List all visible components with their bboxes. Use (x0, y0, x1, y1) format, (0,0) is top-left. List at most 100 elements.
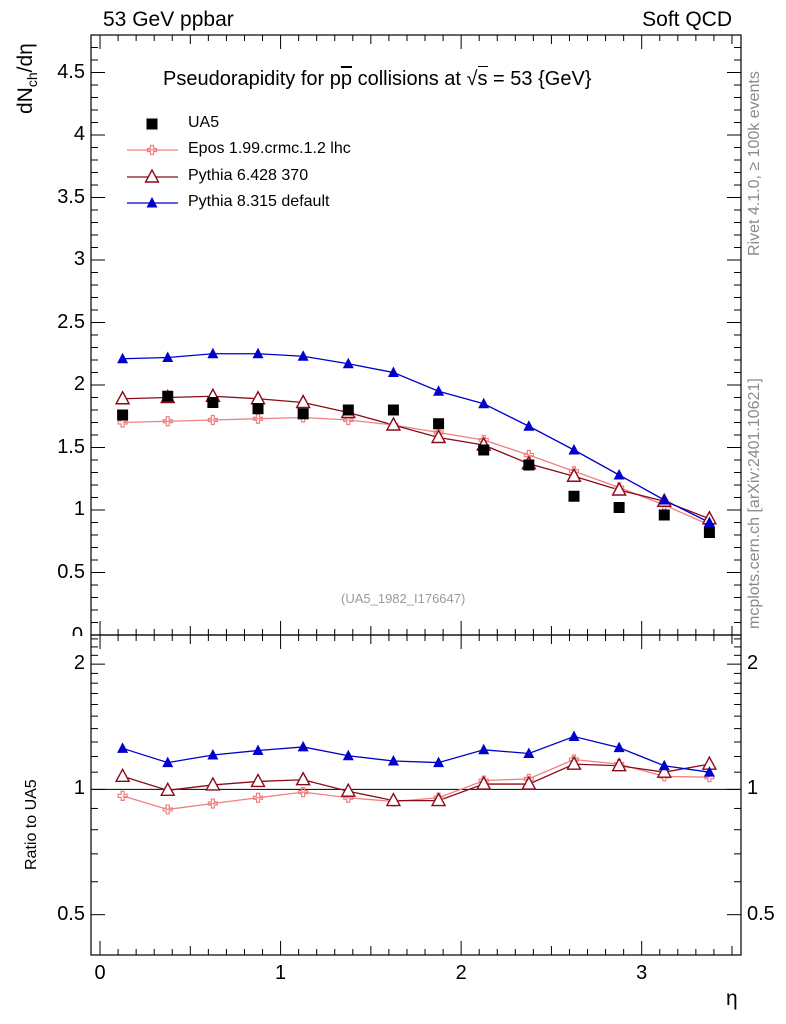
process-label: 53 GeV ppbar (103, 8, 234, 31)
category-label: Soft QCD (642, 8, 732, 31)
ratio-line-epos (122, 758, 710, 811)
point-p8 (568, 444, 580, 455)
legend-label-p6: Pythia 6.428 370 (188, 167, 309, 184)
ratio-point-p8 (433, 756, 445, 768)
ratio-point-p6 (385, 792, 402, 807)
legend-label-epos: Epos 1.99.crmc.1.2 lhc (188, 140, 351, 157)
ratio-point-p6 (250, 772, 266, 788)
ratio-point-p8 (252, 744, 264, 756)
point-data (117, 409, 129, 421)
point-p8 (523, 420, 535, 431)
point-data (342, 404, 354, 416)
point-data (478, 444, 490, 456)
point-p6 (250, 390, 266, 405)
ratio-plot-frame (90, 634, 742, 956)
ratio-point-p6 (114, 767, 131, 783)
ratio-point-p6 (521, 775, 537, 790)
point-data (297, 408, 309, 420)
series-line-p8 (122, 353, 710, 524)
ratio-point-p8 (342, 749, 354, 761)
point-p8 (478, 397, 490, 409)
point-p6 (295, 394, 311, 409)
ratio-y-tick-label-right: 1 (747, 777, 759, 800)
ratio-point-epos (298, 787, 309, 798)
legend-marker-epos-shape (146, 144, 158, 156)
legend-marker-epos (146, 144, 158, 156)
main-y-axis-label: dNch/dη (14, 43, 41, 114)
point-p8 (207, 347, 219, 359)
legend-marker-data (146, 118, 158, 130)
ratio-point-p6 (430, 792, 447, 807)
ratio-y-tick-label-left: 2 (73, 652, 85, 675)
mcplots-source-label: mcplots.cern.ch [arXiv:2401.10621] (746, 378, 763, 629)
x-tick-label: 2 (455, 962, 467, 984)
ratio-y-tick-label-right: 2 (747, 652, 759, 675)
point-p6 (114, 390, 131, 405)
ratio-point-epos (162, 804, 173, 815)
point-data (703, 527, 715, 538)
ratio-point-p6 (566, 755, 582, 770)
ratio-point-epos (117, 790, 128, 801)
legend-marker-p6 (144, 168, 160, 183)
ratio-point-epos-shape (117, 790, 128, 801)
point-p8 (433, 385, 445, 396)
point-data (387, 404, 399, 416)
point-p8 (613, 469, 625, 480)
point-p8 (658, 494, 670, 505)
main-y-tick-label: 4 (73, 123, 85, 145)
point-p8 (387, 366, 399, 377)
main-y-tick-label: 2.5 (57, 310, 85, 333)
ratio-point-epos-shape (252, 792, 264, 803)
point-p8 (162, 351, 174, 362)
series-line-p6 (122, 395, 710, 520)
point-p8 (297, 350, 309, 361)
ratio-point-p8 (117, 742, 129, 753)
point-p8 (342, 357, 354, 369)
ratio-point-epos-shape (207, 798, 218, 809)
point-p6 (566, 467, 582, 482)
ratio-point-p8 (658, 759, 670, 771)
legend-marker-p8 (146, 197, 158, 208)
ratio-point-p8 (387, 755, 399, 766)
point-data (658, 509, 670, 521)
point-p6 (385, 416, 402, 431)
main-y-tick-label: 2 (73, 373, 85, 395)
main-y-tick-label-zero: 0 (71, 624, 83, 636)
x-axis-label: η (726, 987, 738, 1010)
main-y-tick-label: 1 (73, 498, 85, 520)
point-epos-shape (207, 414, 218, 426)
ratio-line-p8 (122, 735, 710, 773)
point-data (613, 502, 625, 513)
main-y-tick-label: 0.5 (57, 560, 85, 583)
point-data (207, 397, 219, 408)
ratio-point-p6 (656, 763, 672, 778)
ratio-point-p8 (297, 740, 309, 752)
ratio-point-epos-shape (162, 804, 173, 815)
main-y-tick-label: 3 (73, 248, 85, 270)
rivet-version-label: Rivet 4.1.0, ≥ 100k events (746, 71, 763, 256)
ratio-point-p8 (478, 743, 490, 755)
ratio-y-tick-label-left: 1 (73, 777, 85, 800)
ratio-point-p8 (703, 766, 715, 777)
point-epos (162, 416, 173, 427)
ratio-point-p8 (613, 741, 625, 753)
point-p8 (252, 347, 264, 359)
x-tick-label: 0 (94, 962, 106, 984)
point-epos-shape (162, 416, 173, 427)
ratio-point-p6 (340, 782, 356, 797)
main-y-tick-label: 1.5 (57, 435, 85, 458)
ratio-point-p6 (205, 776, 221, 791)
ratio-y-tick-label-right: 0.5 (747, 902, 775, 925)
point-data (433, 418, 445, 430)
point-data (568, 490, 580, 502)
main-y-tick-label: 3.5 (57, 185, 85, 208)
ratio-y-axis-label: Ratio to UA5 (23, 779, 40, 870)
ratio-point-p6 (611, 757, 627, 772)
point-data (252, 403, 264, 415)
ratio-y-tick-label-left: 0.5 (57, 902, 85, 925)
ratio-point-p6 (476, 775, 492, 790)
ratio-point-epos (252, 792, 264, 803)
point-data (162, 390, 174, 402)
ratio-point-p8 (523, 747, 535, 758)
